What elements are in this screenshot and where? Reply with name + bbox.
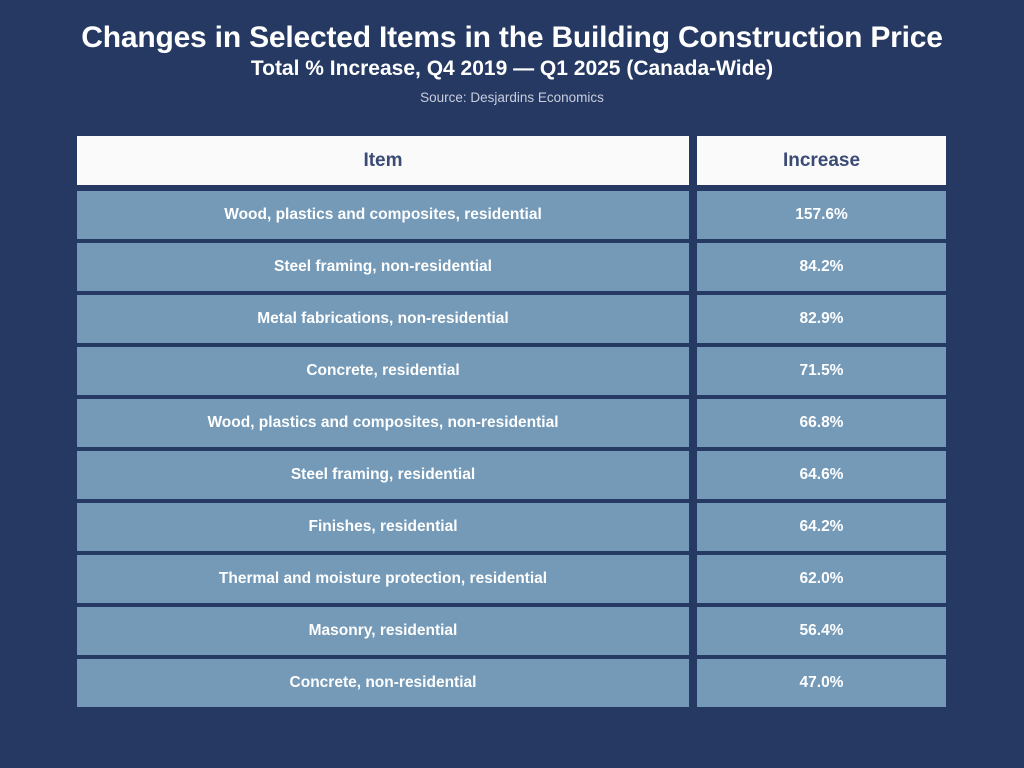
- cell-item-name: Thermal and moisture protection, residen…: [77, 555, 689, 603]
- cell-item-name: Masonry, residential: [77, 607, 689, 655]
- cell-item-name: Metal fabrications, non-residential: [77, 295, 689, 343]
- cell-item-name: Steel framing, residential: [77, 451, 689, 499]
- cell-item-increase: 71.5%: [697, 347, 946, 395]
- cell-item-name: Finishes, residential: [77, 503, 689, 551]
- cell-item-increase: 66.8%: [697, 399, 946, 447]
- cell-item-increase: 157.6%: [697, 191, 946, 239]
- column-header-item: Item: [77, 136, 689, 185]
- table-row: Concrete, non-residential 47.0%: [77, 659, 946, 707]
- table-header-row: Item Increase: [77, 136, 946, 185]
- cell-item-increase: 56.4%: [697, 607, 946, 655]
- cell-item-increase: 64.6%: [697, 451, 946, 499]
- table-row: Thermal and moisture protection, residen…: [77, 555, 946, 603]
- cell-item-name: Wood, plastics and composites, non-resid…: [77, 399, 689, 447]
- table-row: Steel framing, residential 64.6%: [77, 451, 946, 499]
- header-block: Changes in Selected Items in the Buildin…: [0, 0, 1024, 106]
- cell-item-increase: 62.0%: [697, 555, 946, 603]
- table-row: Concrete, residential 71.5%: [77, 347, 946, 395]
- table-row: Masonry, residential 56.4%: [77, 607, 946, 655]
- column-header-increase: Increase: [697, 136, 946, 185]
- table-row: Wood, plastics and composites, residenti…: [77, 191, 946, 239]
- cell-item-name: Concrete, non-residential: [77, 659, 689, 707]
- table-row: Steel framing, non-residential 84.2%: [77, 243, 946, 291]
- table-row: Metal fabrications, non-residential 82.9…: [77, 295, 946, 343]
- cell-item-name: Wood, plastics and composites, residenti…: [77, 191, 689, 239]
- cell-item-increase: 64.2%: [697, 503, 946, 551]
- cell-item-increase: 47.0%: [697, 659, 946, 707]
- cell-item-name: Steel framing, non-residential: [77, 243, 689, 291]
- table-row: Wood, plastics and composites, non-resid…: [77, 399, 946, 447]
- source-note: Source: Desjardins Economics: [420, 89, 604, 105]
- page-title: Changes in Selected Items in the Buildin…: [81, 21, 943, 54]
- data-table: Item Increase Wood, plastics and composi…: [77, 136, 946, 707]
- cell-item-increase: 82.9%: [697, 295, 946, 343]
- cell-item-increase: 84.2%: [697, 243, 946, 291]
- cell-item-name: Concrete, residential: [77, 347, 689, 395]
- page-subtitle: Total % Increase, Q4 2019 — Q1 2025 (Can…: [250, 57, 774, 81]
- table-row: Finishes, residential 64.2%: [77, 503, 946, 551]
